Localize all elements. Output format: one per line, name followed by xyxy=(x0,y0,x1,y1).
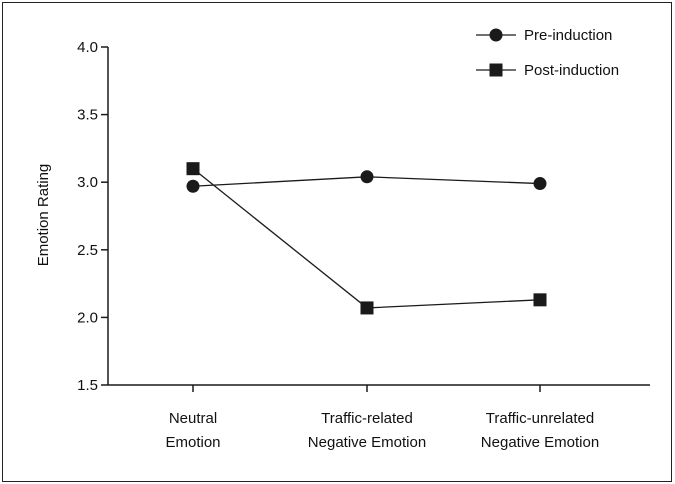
legend-item: Pre-induction xyxy=(476,27,612,44)
x-tick-label-line: Traffic-related xyxy=(321,410,413,427)
x-tick-label: Traffic-related Negative Emotion xyxy=(308,410,426,451)
y-tick-label: 3.5 xyxy=(77,107,98,124)
y-tick-label: 2.0 xyxy=(77,309,98,326)
series-line xyxy=(192,168,541,309)
x-tick-label-line: Negative Emotion xyxy=(308,434,426,451)
circle-data-point xyxy=(533,177,547,191)
x-tick-label-line: Neutral xyxy=(169,410,217,427)
x-tick-label-line: Emotion xyxy=(165,434,220,451)
x-tick-label-line: Negative Emotion xyxy=(481,434,599,451)
y-axis-title: Emotion Rating xyxy=(35,164,52,267)
circle-data-point xyxy=(360,170,374,184)
x-tick-label: Neutral Emotion xyxy=(165,410,220,451)
legend-circle-marker xyxy=(489,28,503,42)
y-tick-label: 4.0 xyxy=(77,39,98,56)
x-ticks: Neutral Emotion Traffic-related Negative Em… xyxy=(165,385,599,451)
y-ticks: 1.5 2.0 2.5 3.0 3.5 4.0 xyxy=(77,39,108,394)
series-post-induction xyxy=(186,162,547,315)
square-data-point xyxy=(186,162,200,176)
legend-label: Pre-induction xyxy=(524,27,612,44)
legend-label: Post-induction xyxy=(524,62,619,79)
square-data-point xyxy=(533,293,547,307)
y-tick-label: 2.5 xyxy=(77,242,98,259)
circle-data-point xyxy=(186,179,200,193)
legend: Pre-induction Post-induction xyxy=(476,27,619,79)
x-tick-label: Traffic-unrelated Negative Emotion xyxy=(481,410,599,451)
legend-item: Post-induction xyxy=(476,62,619,79)
series-pre-induction xyxy=(186,170,547,193)
axes xyxy=(107,47,650,386)
y-tick-label: 3.0 xyxy=(77,174,98,191)
square-data-point xyxy=(360,301,374,315)
series-layer xyxy=(186,162,547,315)
legend-square-marker xyxy=(489,63,503,77)
x-tick-label-line: Traffic-unrelated xyxy=(486,410,594,427)
y-tick-label: 1.5 xyxy=(77,377,98,394)
